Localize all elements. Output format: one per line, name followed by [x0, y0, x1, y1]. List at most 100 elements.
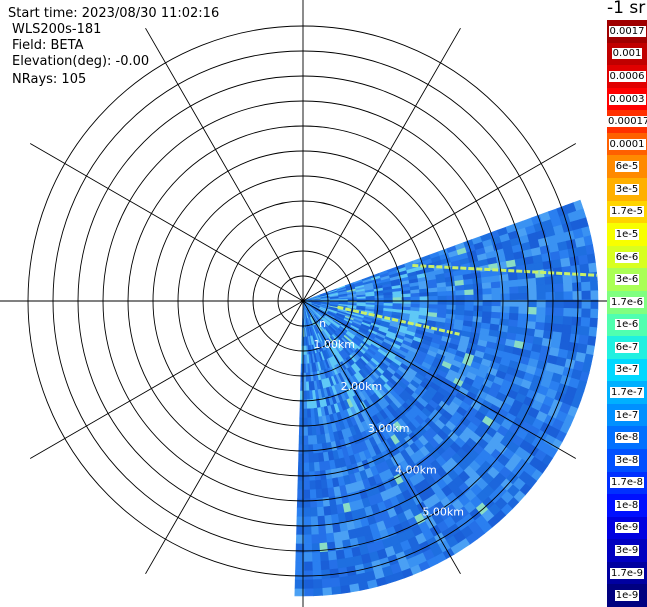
sector-cell [581, 308, 592, 319]
sector-cell [551, 258, 563, 269]
sector-cell [307, 453, 315, 464]
sector-cell [590, 290, 599, 301]
sector-cell [335, 549, 346, 561]
azimuth-spoke [145, 27, 304, 302]
sector-cell [329, 577, 341, 588]
sector-cell [333, 540, 344, 552]
colorbar-tick-label: 6e-5 [614, 161, 640, 173]
sector-cell [311, 543, 321, 554]
sector-cell [588, 326, 598, 338]
sector-cell [590, 281, 599, 292]
sector-cell [303, 552, 313, 563]
sector-cell [303, 489, 311, 500]
colorbar-tick-label: 6e-9 [614, 522, 640, 534]
echo-line [337, 305, 460, 336]
field-name: Field: BETA [12, 38, 84, 53]
colorbar-tick-label: 1.7e-7 [609, 387, 645, 399]
sector-cell [319, 560, 330, 571]
colorbar-tick-label: 0.0001 [608, 138, 646, 150]
sector-cell [499, 312, 510, 321]
sector-cell [580, 317, 591, 328]
start-time: Start time: 2023/08/30 11:02:16 [8, 6, 220, 21]
sector-cell [518, 285, 529, 294]
sector-cell [324, 523, 334, 535]
colorbar-tick-label: 0.00017 [607, 115, 647, 128]
sector-cell [454, 284, 465, 292]
colorbar-tick-label: 3e-5 [614, 183, 640, 195]
sector-cell [374, 297, 385, 302]
sector-cell [563, 291, 574, 301]
sector-cell [535, 276, 546, 286]
sector-cell [553, 315, 564, 326]
sector-cell [303, 408, 308, 419]
colorbar-tick-label: 3e-6 [614, 274, 640, 286]
sector-cell [490, 281, 501, 289]
sector-cell [321, 497, 331, 508]
sector-cell [527, 292, 538, 301]
sector-cell [552, 323, 564, 334]
sector-cell [455, 304, 466, 311]
sector-cell [581, 281, 592, 292]
azimuth-spoke [302, 300, 461, 575]
colorbar-tick-label: 1.7e-8 [609, 477, 645, 489]
sector-cell [319, 551, 329, 562]
sector-cell [464, 289, 475, 296]
sector-cell [303, 561, 313, 572]
sector-cell [310, 534, 320, 545]
elevation-value: Elevation(deg): -0.00 [12, 54, 150, 69]
colorbar-tick-label: 6e-6 [614, 251, 640, 263]
colorbar-tick-label: 0.0006 [608, 70, 646, 82]
sector-cell [308, 462, 315, 473]
sector-cell [318, 533, 328, 544]
sector-cell [311, 561, 322, 572]
sector-cell [563, 282, 574, 293]
sector-cell [410, 296, 421, 301]
sector-cell [499, 280, 510, 289]
sector-cell [303, 507, 311, 518]
sector-cell [517, 278, 528, 288]
sector-cell [446, 295, 457, 301]
sector-cell [491, 293, 502, 301]
sector-cell [578, 254, 589, 266]
sector-cell [560, 257, 572, 268]
sector-cell [579, 263, 590, 275]
sector-cell [336, 558, 347, 570]
sector-cell [302, 372, 307, 383]
sector-cell [572, 290, 583, 301]
colorbar-tick-label: 0.0017 [608, 25, 646, 37]
sector-cell [428, 295, 439, 301]
sector-cell [554, 291, 565, 301]
colorbar-tick-label: 3e-9 [614, 545, 640, 557]
sector-cell [310, 525, 319, 536]
sector-cell [311, 552, 321, 563]
sector-cell [303, 480, 310, 491]
sector-cell [309, 489, 317, 500]
sector-cell [321, 578, 332, 589]
sector-cell [561, 324, 573, 335]
sector-cell [303, 426, 309, 437]
sector-cell [581, 290, 592, 301]
sector-cell [315, 488, 323, 499]
sector-cell [455, 294, 466, 301]
colorbar-tick-label: 0.001 [611, 48, 643, 60]
colorbar-tick-label: 1e-7 [614, 409, 640, 421]
sector-cell [517, 313, 528, 322]
sector-cell [325, 532, 335, 544]
sector-cell [544, 315, 555, 325]
sector-cell [303, 570, 314, 581]
sector-cell [306, 408, 312, 419]
azimuth-spoke [145, 300, 304, 575]
sector-cell [500, 293, 511, 301]
colorbar-tick-label: 1.7e-5 [609, 206, 645, 218]
sector-cell [307, 426, 313, 437]
sector-cell [303, 498, 311, 509]
sector-cell [490, 311, 502, 320]
sector-cell [410, 292, 421, 298]
sector-cell [507, 272, 519, 282]
sector-cell [534, 321, 546, 331]
sector-cell [509, 306, 520, 315]
sector-cell [482, 294, 493, 301]
sector-cell [307, 444, 314, 455]
colorbar-tick-label: 1.7e-9 [609, 567, 645, 579]
sector-cell [428, 291, 439, 297]
